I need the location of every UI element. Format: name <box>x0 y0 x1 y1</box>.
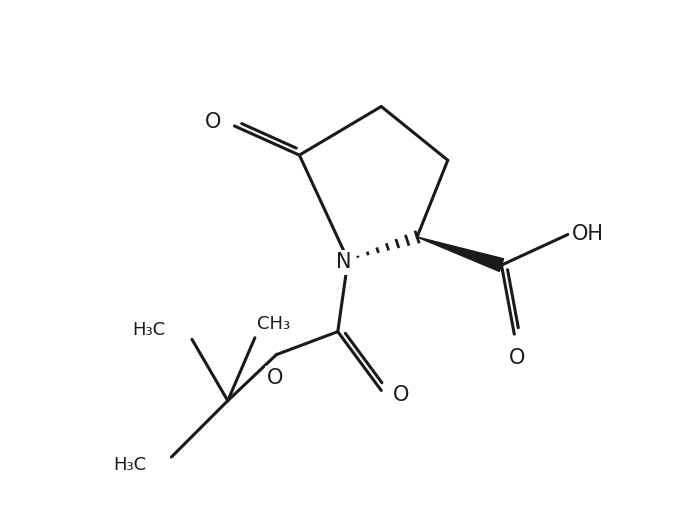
Text: CH₃: CH₃ <box>258 316 290 333</box>
Text: H₃C: H₃C <box>132 321 166 339</box>
Text: O: O <box>267 368 283 388</box>
Text: O: O <box>393 385 409 405</box>
Text: OH: OH <box>571 224 603 244</box>
Text: O: O <box>205 112 221 132</box>
Text: O: O <box>509 348 525 368</box>
Text: H₃C: H₃C <box>113 456 146 474</box>
Text: N: N <box>336 252 351 272</box>
Polygon shape <box>417 237 504 271</box>
